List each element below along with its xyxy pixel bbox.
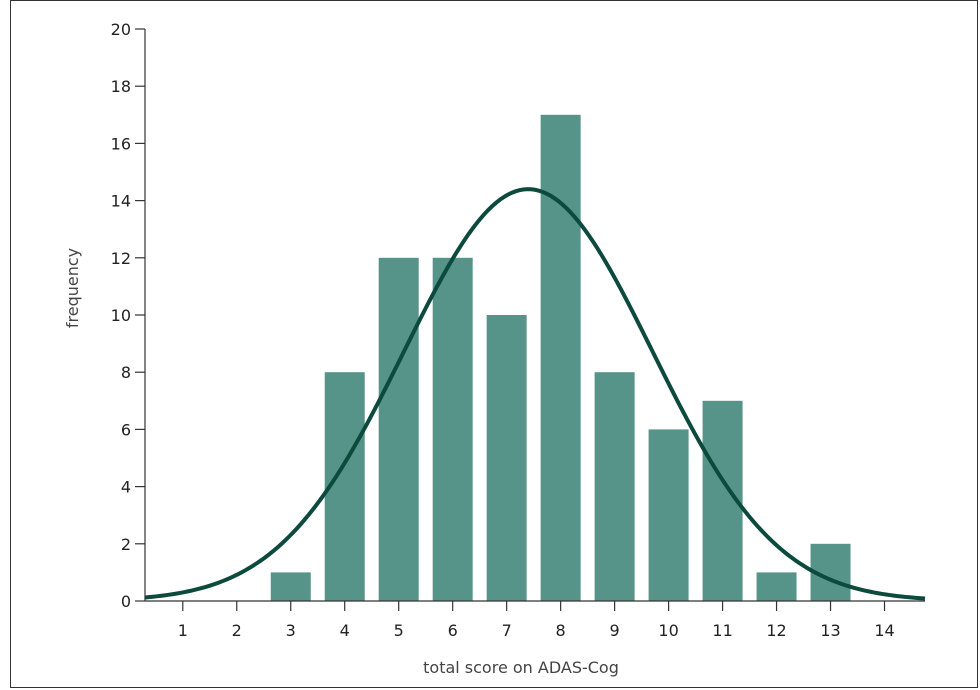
chart-frame: 0 2 4 6 8 10 12 14 16 18 20 1 2 3 4 5 6 7 8 9 10 11 12 13 14 fre… <box>10 0 978 688</box>
x-tick-label-2: 2 <box>232 621 242 640</box>
x-tick-label-12: 12 <box>766 621 786 640</box>
x-tick-label-9: 9 <box>610 621 620 640</box>
y-tick-label-6: 6 <box>121 420 131 439</box>
y-tick-label-0: 0 <box>121 592 131 611</box>
x-tick-label-4: 4 <box>340 621 350 640</box>
curve-layer <box>144 187 926 601</box>
y-tick-label-18: 18 <box>111 77 131 96</box>
bar-8 <box>540 114 581 602</box>
y-tick-label-10: 10 <box>111 306 131 325</box>
bar-9 <box>594 372 635 601</box>
y-tick-label-16: 16 <box>111 134 131 153</box>
y-axis-title: frequency <box>63 248 82 328</box>
bar-7 <box>486 315 527 601</box>
bar-6 <box>432 257 473 601</box>
y-tick-label-12: 12 <box>111 249 131 268</box>
x-tick-label-7: 7 <box>502 621 512 640</box>
bar-5 <box>378 257 419 601</box>
x-tick-label-8: 8 <box>556 621 566 640</box>
y-tick-label-2: 2 <box>121 535 131 554</box>
normal-curve <box>144 187 926 601</box>
bar-12 <box>756 572 797 601</box>
bars-layer <box>270 114 851 602</box>
x-tick-label-1: 1 <box>178 621 188 640</box>
x-tick-label-11: 11 <box>712 621 732 640</box>
y-tick-label-4: 4 <box>121 478 131 497</box>
x-axis-title: total score on ADAS-Cog <box>423 658 619 677</box>
bar-3 <box>270 572 311 601</box>
y-tick-label-8: 8 <box>121 363 131 382</box>
x-tick-label-5: 5 <box>394 621 404 640</box>
x-tick-label-3: 3 <box>286 621 296 640</box>
x-tick-label-14: 14 <box>874 621 894 640</box>
y-tick-label-14: 14 <box>111 192 131 211</box>
x-tick-label-6: 6 <box>448 621 458 640</box>
y-tick-label-20: 20 <box>111 20 131 39</box>
bar-10 <box>648 429 689 601</box>
x-tick-label-13: 13 <box>820 621 840 640</box>
x-tick-label-10: 10 <box>658 621 678 640</box>
